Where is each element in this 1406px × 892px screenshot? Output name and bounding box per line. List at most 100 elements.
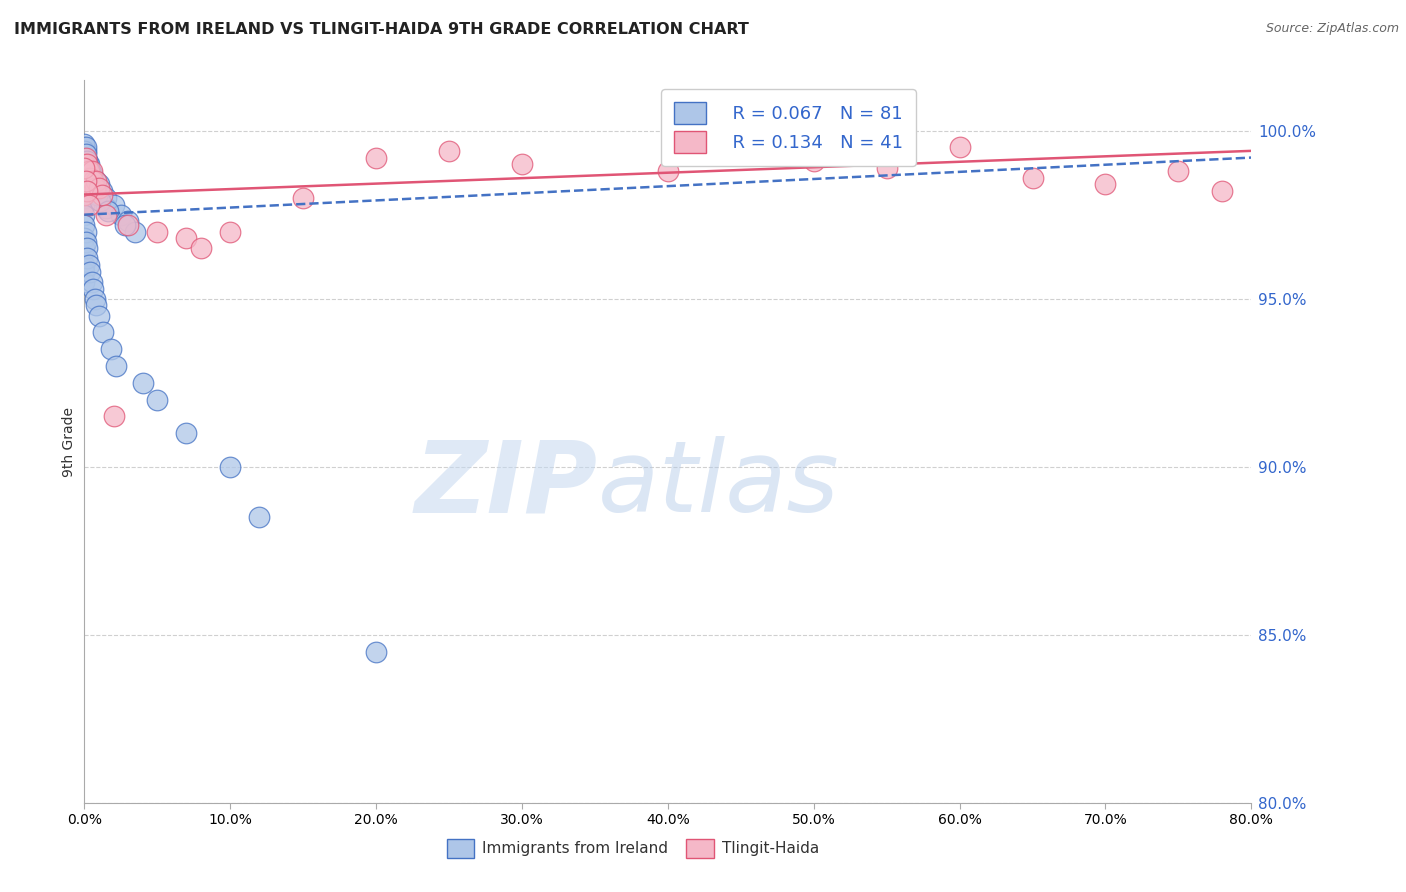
Point	[219, 459, 242, 474]
Point	[73, 258, 96, 272]
Point	[97, 204, 120, 219]
Point	[117, 218, 139, 232]
Point	[73, 218, 96, 232]
Point	[730, 147, 752, 161]
Point	[79, 164, 101, 178]
Point	[84, 174, 107, 188]
Point	[73, 161, 96, 175]
Point	[114, 218, 136, 232]
Point	[366, 644, 388, 658]
Point	[510, 157, 533, 171]
Point	[146, 392, 169, 407]
Point	[79, 265, 101, 279]
Point	[82, 170, 104, 185]
Point	[876, 161, 898, 175]
Y-axis label: 9th Grade: 9th Grade	[62, 407, 76, 476]
Point	[75, 144, 97, 158]
Point	[176, 231, 198, 245]
Point	[86, 187, 108, 202]
Point	[103, 197, 125, 211]
Point	[75, 140, 97, 154]
Point	[117, 214, 139, 228]
Point	[76, 184, 98, 198]
Point	[90, 187, 112, 202]
Point	[124, 225, 146, 239]
Point	[86, 181, 108, 195]
Point	[73, 151, 96, 165]
Point	[100, 342, 122, 356]
Point	[176, 426, 198, 441]
Point	[73, 187, 96, 202]
Point	[96, 201, 118, 215]
Point	[949, 140, 972, 154]
Point	[90, 184, 112, 198]
Point	[76, 157, 98, 171]
Point	[76, 153, 98, 168]
Point	[76, 170, 98, 185]
Point	[96, 208, 118, 222]
Text: atlas: atlas	[598, 436, 839, 533]
Point	[73, 208, 96, 222]
Point	[77, 258, 100, 272]
Point	[77, 197, 100, 211]
Point	[73, 275, 96, 289]
Point	[77, 164, 100, 178]
Point	[76, 181, 98, 195]
Point	[75, 235, 97, 249]
Point	[73, 241, 96, 255]
Point	[103, 409, 125, 424]
Point	[803, 153, 825, 168]
Point	[75, 151, 97, 165]
Point	[76, 161, 98, 175]
Point	[73, 153, 96, 168]
Point	[73, 178, 96, 192]
Point	[80, 164, 103, 178]
Point	[91, 326, 114, 340]
Point	[87, 178, 110, 192]
Point	[77, 157, 100, 171]
Point	[84, 174, 107, 188]
Point	[76, 252, 98, 266]
Legend: Immigrants from Ireland, Tlingit-Haida: Immigrants from Ireland, Tlingit-Haida	[441, 833, 825, 863]
Point	[366, 151, 388, 165]
Point	[75, 225, 97, 239]
Point	[75, 167, 97, 181]
Point	[87, 181, 110, 195]
Text: ZIP: ZIP	[415, 436, 598, 533]
Point	[77, 167, 100, 181]
Text: Source: ZipAtlas.com: Source: ZipAtlas.com	[1265, 22, 1399, 36]
Point	[1094, 178, 1116, 192]
Point	[219, 225, 242, 239]
Point	[82, 174, 104, 188]
Point	[73, 231, 96, 245]
Point	[77, 178, 100, 192]
Point	[80, 181, 103, 195]
Point	[75, 151, 97, 165]
Point	[75, 164, 97, 178]
Point	[73, 167, 96, 181]
Point	[76, 241, 98, 255]
Point	[1167, 164, 1189, 178]
Point	[82, 282, 104, 296]
Point	[73, 147, 96, 161]
Point	[80, 275, 103, 289]
Point	[73, 265, 96, 279]
Point	[84, 298, 107, 312]
Point	[292, 191, 315, 205]
Point	[87, 187, 110, 202]
Point	[105, 359, 128, 373]
Point	[89, 194, 111, 209]
Point	[1021, 170, 1043, 185]
Point	[73, 164, 96, 178]
Text: IMMIGRANTS FROM IRELAND VS TLINGIT-HAIDA 9TH GRADE CORRELATION CHART: IMMIGRANTS FROM IRELAND VS TLINGIT-HAIDA…	[14, 22, 749, 37]
Point	[73, 170, 96, 185]
Point	[75, 157, 97, 171]
Point	[73, 157, 96, 171]
Point	[79, 174, 101, 188]
Point	[75, 174, 97, 188]
Point	[73, 184, 96, 198]
Point	[190, 241, 212, 255]
Point	[80, 174, 103, 188]
Point	[77, 178, 100, 192]
Point	[83, 181, 105, 195]
